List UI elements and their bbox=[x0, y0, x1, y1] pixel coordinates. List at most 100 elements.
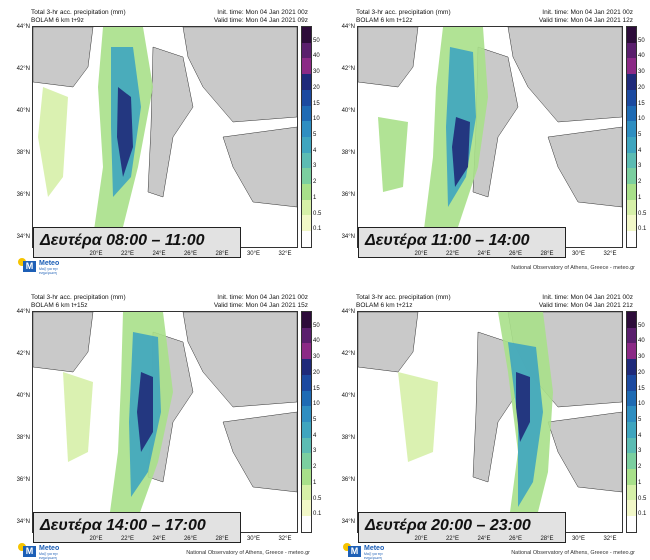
colorbar-label: 4 bbox=[638, 147, 642, 154]
meteo-logo: M Meteo Μαζί για την ενημέρωση bbox=[18, 541, 78, 560]
precipitation-area bbox=[38, 87, 68, 197]
forecast-panel-3: Total 3-hr acc. precipitation (mm) BOLAM … bbox=[325, 285, 647, 560]
lon-tick-label: 26°E bbox=[508, 536, 523, 542]
map-drawing bbox=[358, 312, 622, 532]
lon-tick-label: 20°E bbox=[89, 536, 103, 542]
colorbar bbox=[626, 26, 637, 248]
lon-tick-label: 30°E bbox=[246, 251, 261, 257]
lat-tick-label: 34°N bbox=[341, 519, 355, 525]
colorbar-label: 0.5 bbox=[638, 210, 647, 217]
credit-text: National Observatory of Athens, Greece -… bbox=[186, 550, 310, 556]
forecast-panel-2: Total 3-hr acc. precipitation (mm) BOLAM … bbox=[0, 285, 322, 560]
colorbar-label: 1 bbox=[313, 479, 317, 486]
lat-tick-label: 42°N bbox=[16, 66, 30, 72]
lon-tick-label: 22°E bbox=[120, 536, 135, 542]
lat-tick-label: 36°N bbox=[341, 192, 355, 198]
credit-text: National Observatory of Athens, Greece -… bbox=[511, 265, 635, 271]
lat-tick-label: 38°N bbox=[341, 435, 355, 441]
lat-tick-label: 40°N bbox=[341, 393, 355, 399]
land-area bbox=[222, 411, 297, 493]
lat-tick-label: 40°N bbox=[341, 108, 355, 114]
colorbar-label: 30 bbox=[638, 354, 645, 361]
colorbar-label: 0.5 bbox=[313, 495, 322, 502]
colorbar-label: 4 bbox=[313, 147, 317, 154]
colorbar-label: 0.1 bbox=[638, 511, 647, 518]
lon-tick-label: 20°E bbox=[89, 251, 103, 257]
lat-tick-label: 36°N bbox=[341, 477, 355, 483]
land-area bbox=[507, 27, 622, 123]
panel-header-left: Total 3-hr acc. precipitation (mm) BOLAM … bbox=[356, 294, 451, 309]
land-area bbox=[147, 46, 194, 198]
lat-tick-label: 34°N bbox=[341, 234, 355, 240]
colorbar-label: 50 bbox=[313, 37, 320, 44]
lon-tick-label: 22°E bbox=[445, 536, 460, 542]
colorbar-label: 0.1 bbox=[638, 226, 647, 233]
lon-tick-label: 20°E bbox=[414, 536, 428, 542]
colorbar-label: 3 bbox=[313, 163, 317, 170]
forecast-panel-0: Total 3-hr acc. precipitation (mm) BOLAM … bbox=[0, 0, 322, 275]
lon-tick-label: 28°E bbox=[215, 251, 229, 257]
colorbar-label: 20 bbox=[313, 369, 320, 376]
land-area bbox=[182, 312, 297, 408]
lon-tick-label: 32°E bbox=[278, 251, 292, 257]
lon-tick-label: 28°E bbox=[215, 536, 229, 542]
panel-header-left: Total 3-hr acc. precipitation (mm) BOLAM … bbox=[31, 9, 126, 24]
lat-tick-label: 42°N bbox=[341, 351, 355, 357]
land-area bbox=[33, 27, 94, 88]
lat-tick-label: 44°N bbox=[16, 24, 30, 30]
colorbar-label: 50 bbox=[638, 322, 645, 329]
precipitation-map bbox=[32, 311, 298, 533]
land-area bbox=[358, 27, 419, 88]
colorbar-label: 15 bbox=[313, 100, 320, 107]
colorbar-label: 3 bbox=[638, 163, 642, 170]
lat-tick-label: 44°N bbox=[341, 309, 355, 315]
colorbar-label: 1 bbox=[638, 194, 642, 201]
colorbar-label: 5 bbox=[638, 132, 642, 138]
colorbar-label: 0.1 bbox=[313, 226, 322, 233]
lon-tick-label: 24°E bbox=[152, 536, 166, 542]
colorbar bbox=[626, 311, 637, 533]
land-area bbox=[547, 411, 622, 493]
land-area bbox=[547, 126, 622, 208]
colorbar-label: 15 bbox=[638, 100, 645, 107]
land-area bbox=[358, 312, 419, 373]
lon-tick-label: 30°E bbox=[246, 536, 261, 542]
lon-tick-label: 22°E bbox=[445, 251, 460, 257]
lat-tick-label: 44°N bbox=[16, 309, 30, 315]
colorbar-label: 30 bbox=[313, 69, 320, 76]
lon-tick-label: 22°E bbox=[120, 251, 135, 257]
colorbar-label: 20 bbox=[313, 84, 320, 91]
panel-header-right: Init. time: Mon 04 Jan 2021 00z Valid tim… bbox=[538, 9, 633, 24]
colorbar-label: 2 bbox=[638, 179, 642, 186]
precipitation-area bbox=[137, 372, 153, 452]
colorbar bbox=[301, 311, 312, 533]
lat-tick-label: 38°N bbox=[16, 150, 30, 156]
precipitation-area bbox=[378, 117, 408, 192]
lat-tick-label: 38°N bbox=[341, 150, 355, 156]
colorbar-label: 2 bbox=[313, 179, 317, 186]
lon-tick-label: 32°E bbox=[603, 536, 617, 542]
meteo-logo: M Meteo Μαζί για την ενημέρωση bbox=[18, 256, 78, 275]
colorbar-label: 30 bbox=[313, 354, 320, 361]
precipitation-area bbox=[452, 117, 470, 187]
lat-tick-label: 38°N bbox=[16, 435, 30, 441]
lat-tick-label: 34°N bbox=[16, 234, 30, 240]
colorbar-label: 50 bbox=[638, 37, 645, 44]
colorbar-label: 10 bbox=[313, 116, 320, 123]
lon-tick-label: 26°E bbox=[183, 251, 198, 257]
lat-tick-label: 40°N bbox=[16, 393, 30, 399]
colorbar-label: 20 bbox=[638, 84, 645, 91]
lat-tick-label: 42°N bbox=[16, 351, 30, 357]
forecast-panel-1: Total 3-hr acc. precipitation (mm) BOLAM … bbox=[325, 0, 647, 274]
precipitation-map bbox=[357, 26, 623, 248]
land-area bbox=[222, 126, 297, 208]
precipitation-map bbox=[357, 311, 623, 533]
colorbar-label: 3 bbox=[638, 448, 642, 455]
colorbar-label: 4 bbox=[638, 432, 642, 439]
lat-tick-label: 42°N bbox=[341, 66, 355, 72]
colorbar-label: 40 bbox=[313, 53, 320, 60]
colorbar-label: 1 bbox=[638, 479, 642, 486]
lat-tick-label: 44°N bbox=[341, 24, 355, 30]
colorbar-label: 5 bbox=[313, 417, 317, 423]
land-area bbox=[182, 27, 297, 123]
